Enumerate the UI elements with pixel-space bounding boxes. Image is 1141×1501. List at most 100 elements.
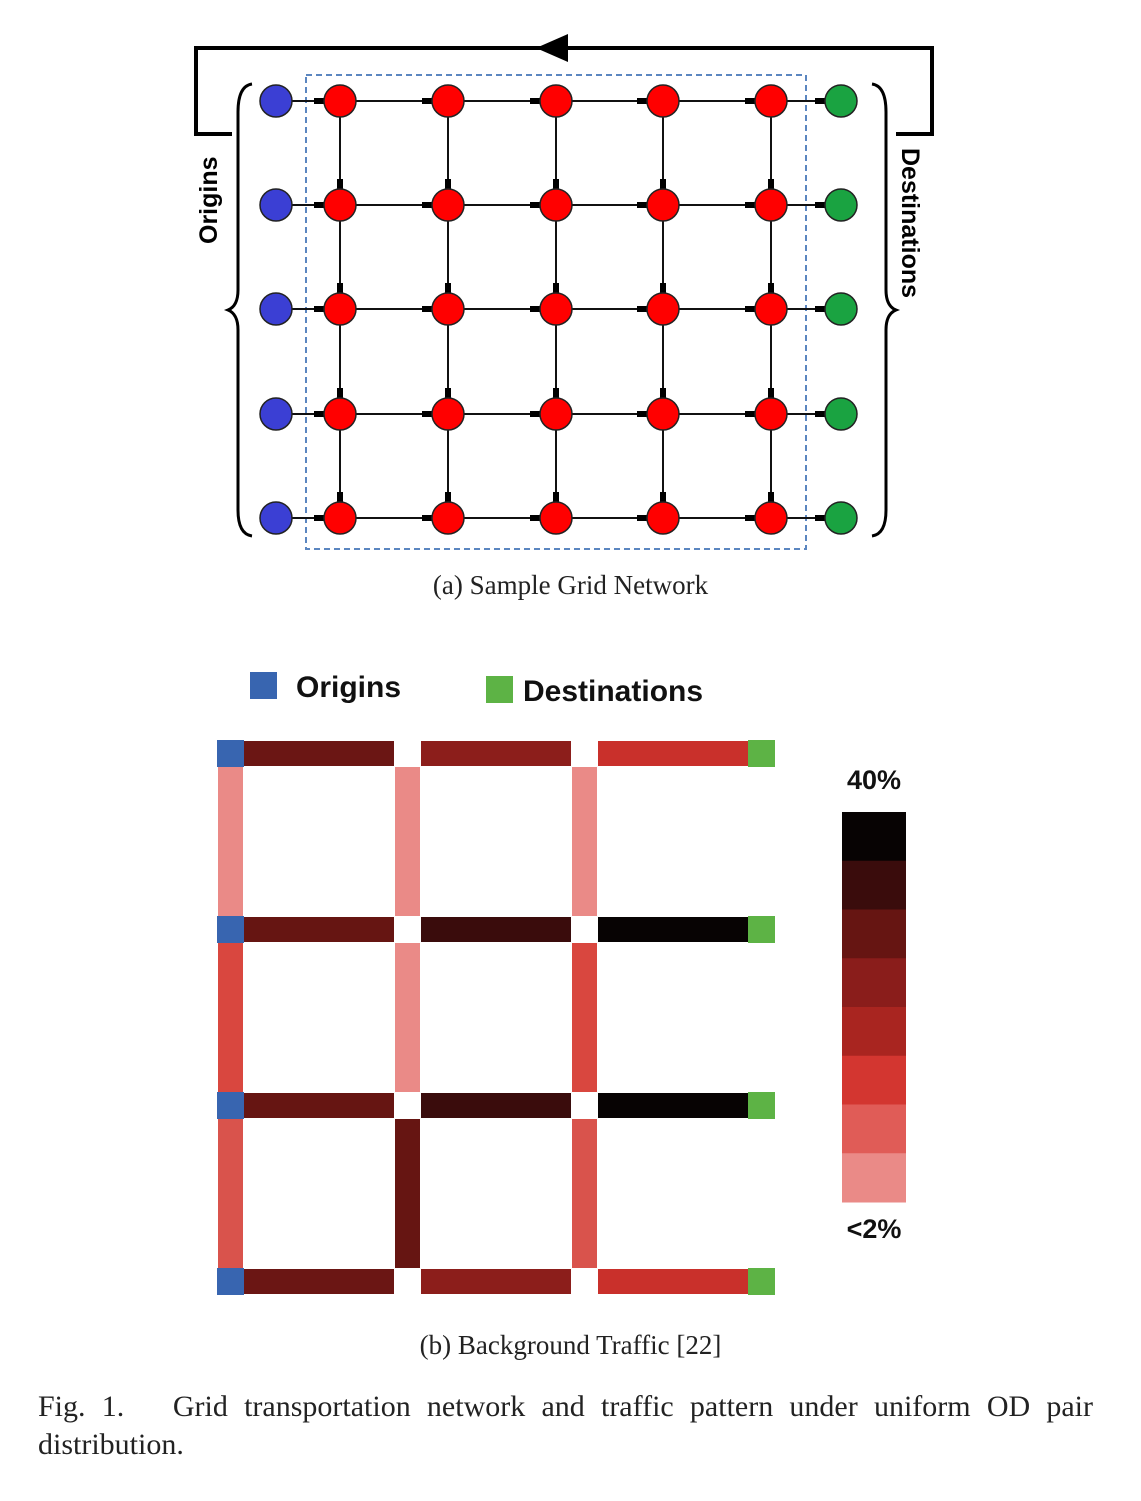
origin-node bbox=[259, 188, 293, 222]
link-arrow-mark bbox=[768, 492, 774, 502]
intersection-node bbox=[431, 292, 465, 326]
origin-node bbox=[259, 292, 293, 326]
scale-step bbox=[842, 1104, 906, 1154]
scale-step bbox=[842, 860, 906, 910]
origin-square bbox=[217, 1092, 244, 1119]
intersection-node bbox=[323, 292, 357, 326]
link-arrow-mark bbox=[314, 515, 324, 521]
legend-origins-swatch bbox=[250, 672, 277, 699]
intersection-node bbox=[539, 501, 573, 535]
link-arrow-mark bbox=[815, 98, 825, 104]
scale-step bbox=[842, 1153, 906, 1203]
intersection-node bbox=[646, 188, 680, 222]
origin-square bbox=[217, 916, 244, 943]
traffic-link-vertical bbox=[218, 1119, 243, 1268]
destination-node bbox=[824, 188, 858, 222]
intersection-node bbox=[754, 292, 788, 326]
link-arrow-mark bbox=[660, 179, 666, 189]
traffic-link-horizontal bbox=[421, 1269, 571, 1294]
intersection-node bbox=[323, 397, 357, 431]
link-arrow-mark bbox=[768, 283, 774, 293]
destination-node bbox=[824, 397, 858, 431]
link-arrow-mark bbox=[815, 515, 825, 521]
intersection-frame bbox=[305, 74, 807, 550]
intersection-node bbox=[323, 188, 357, 222]
figure-caption-text: Grid transportation network and traffic … bbox=[38, 1390, 1094, 1461]
intersection-node bbox=[539, 84, 573, 118]
link-arrow-mark bbox=[422, 411, 432, 417]
traffic-link-vertical bbox=[395, 767, 420, 916]
intersection-node bbox=[431, 501, 465, 535]
scale-step bbox=[842, 1055, 906, 1105]
intersection-node bbox=[431, 397, 465, 431]
intersection-node bbox=[539, 188, 573, 222]
traffic-link-vertical bbox=[395, 1119, 420, 1268]
link-arrow-mark bbox=[422, 306, 432, 312]
sample-grid-network: Origins Destinations bbox=[194, 34, 934, 550]
link-arrow-mark bbox=[337, 492, 343, 502]
traffic-link-vertical bbox=[572, 943, 597, 1092]
link-arrow-mark bbox=[745, 98, 755, 104]
traffic-link-horizontal bbox=[598, 1093, 748, 1118]
scale-top-label: 40% bbox=[847, 765, 901, 795]
intersection-node bbox=[431, 188, 465, 222]
link-arrow-mark bbox=[530, 306, 540, 312]
intersection-node bbox=[646, 292, 680, 326]
link-arrow-mark bbox=[445, 388, 451, 398]
destinations-label: Destinations bbox=[896, 148, 924, 298]
link-arrow-mark bbox=[314, 202, 324, 208]
link-arrow-mark bbox=[745, 202, 755, 208]
link-arrow-mark bbox=[337, 179, 343, 189]
origin-node bbox=[259, 84, 293, 118]
link-arrow-mark bbox=[553, 492, 559, 502]
traffic-link-horizontal bbox=[598, 917, 748, 942]
link-arrow-mark bbox=[530, 98, 540, 104]
intersection-node bbox=[431, 84, 465, 118]
destination-square bbox=[748, 1268, 775, 1295]
intersection-node bbox=[323, 501, 357, 535]
traffic-link-horizontal bbox=[421, 917, 571, 942]
origin-square bbox=[217, 740, 244, 767]
traffic-link-vertical bbox=[218, 767, 243, 916]
link-arrow-mark bbox=[745, 515, 755, 521]
traffic-link-horizontal bbox=[244, 741, 394, 766]
link-arrow-mark bbox=[422, 202, 432, 208]
link-arrow-mark bbox=[314, 411, 324, 417]
scale-step bbox=[842, 812, 906, 862]
link-arrow-mark bbox=[337, 388, 343, 398]
origin-node bbox=[259, 501, 293, 535]
caption-a: (a) Sample Grid Network bbox=[432, 570, 709, 600]
traffic-link-horizontal bbox=[244, 917, 394, 942]
link-arrow-mark bbox=[660, 388, 666, 398]
destination-node bbox=[824, 292, 858, 326]
destination-node bbox=[824, 501, 858, 535]
intersection-node bbox=[754, 188, 788, 222]
intersection-node bbox=[323, 84, 357, 118]
link-arrow-mark bbox=[815, 411, 825, 417]
grid-nodes bbox=[259, 84, 858, 535]
link-arrow-mark bbox=[745, 411, 755, 417]
link-arrow-mark bbox=[815, 202, 825, 208]
intersection-node bbox=[646, 84, 680, 118]
traffic-link-horizontal bbox=[421, 1093, 571, 1118]
link-arrow-mark bbox=[660, 492, 666, 502]
link-arrow-mark bbox=[445, 492, 451, 502]
intersection-node bbox=[646, 501, 680, 535]
origin-node bbox=[259, 397, 293, 431]
scale-step bbox=[842, 958, 906, 1008]
link-arrow-mark bbox=[422, 98, 432, 104]
link-arrow-mark bbox=[553, 388, 559, 398]
intersection-node bbox=[754, 397, 788, 431]
traffic-link-horizontal bbox=[244, 1269, 394, 1294]
traffic-link-vertical bbox=[572, 1119, 597, 1268]
loop-arrow-head bbox=[536, 34, 568, 62]
origin-square bbox=[217, 1268, 244, 1295]
link-arrow-mark bbox=[745, 306, 755, 312]
destination-square bbox=[748, 916, 775, 943]
link-arrow-mark bbox=[815, 306, 825, 312]
link-arrow-mark bbox=[314, 98, 324, 104]
traffic-link-vertical bbox=[218, 943, 243, 1092]
background-traffic-map: Origins Destinations 40% <2% bbox=[217, 671, 906, 1295]
destination-square bbox=[748, 1092, 775, 1119]
link-arrow-mark bbox=[445, 179, 451, 189]
